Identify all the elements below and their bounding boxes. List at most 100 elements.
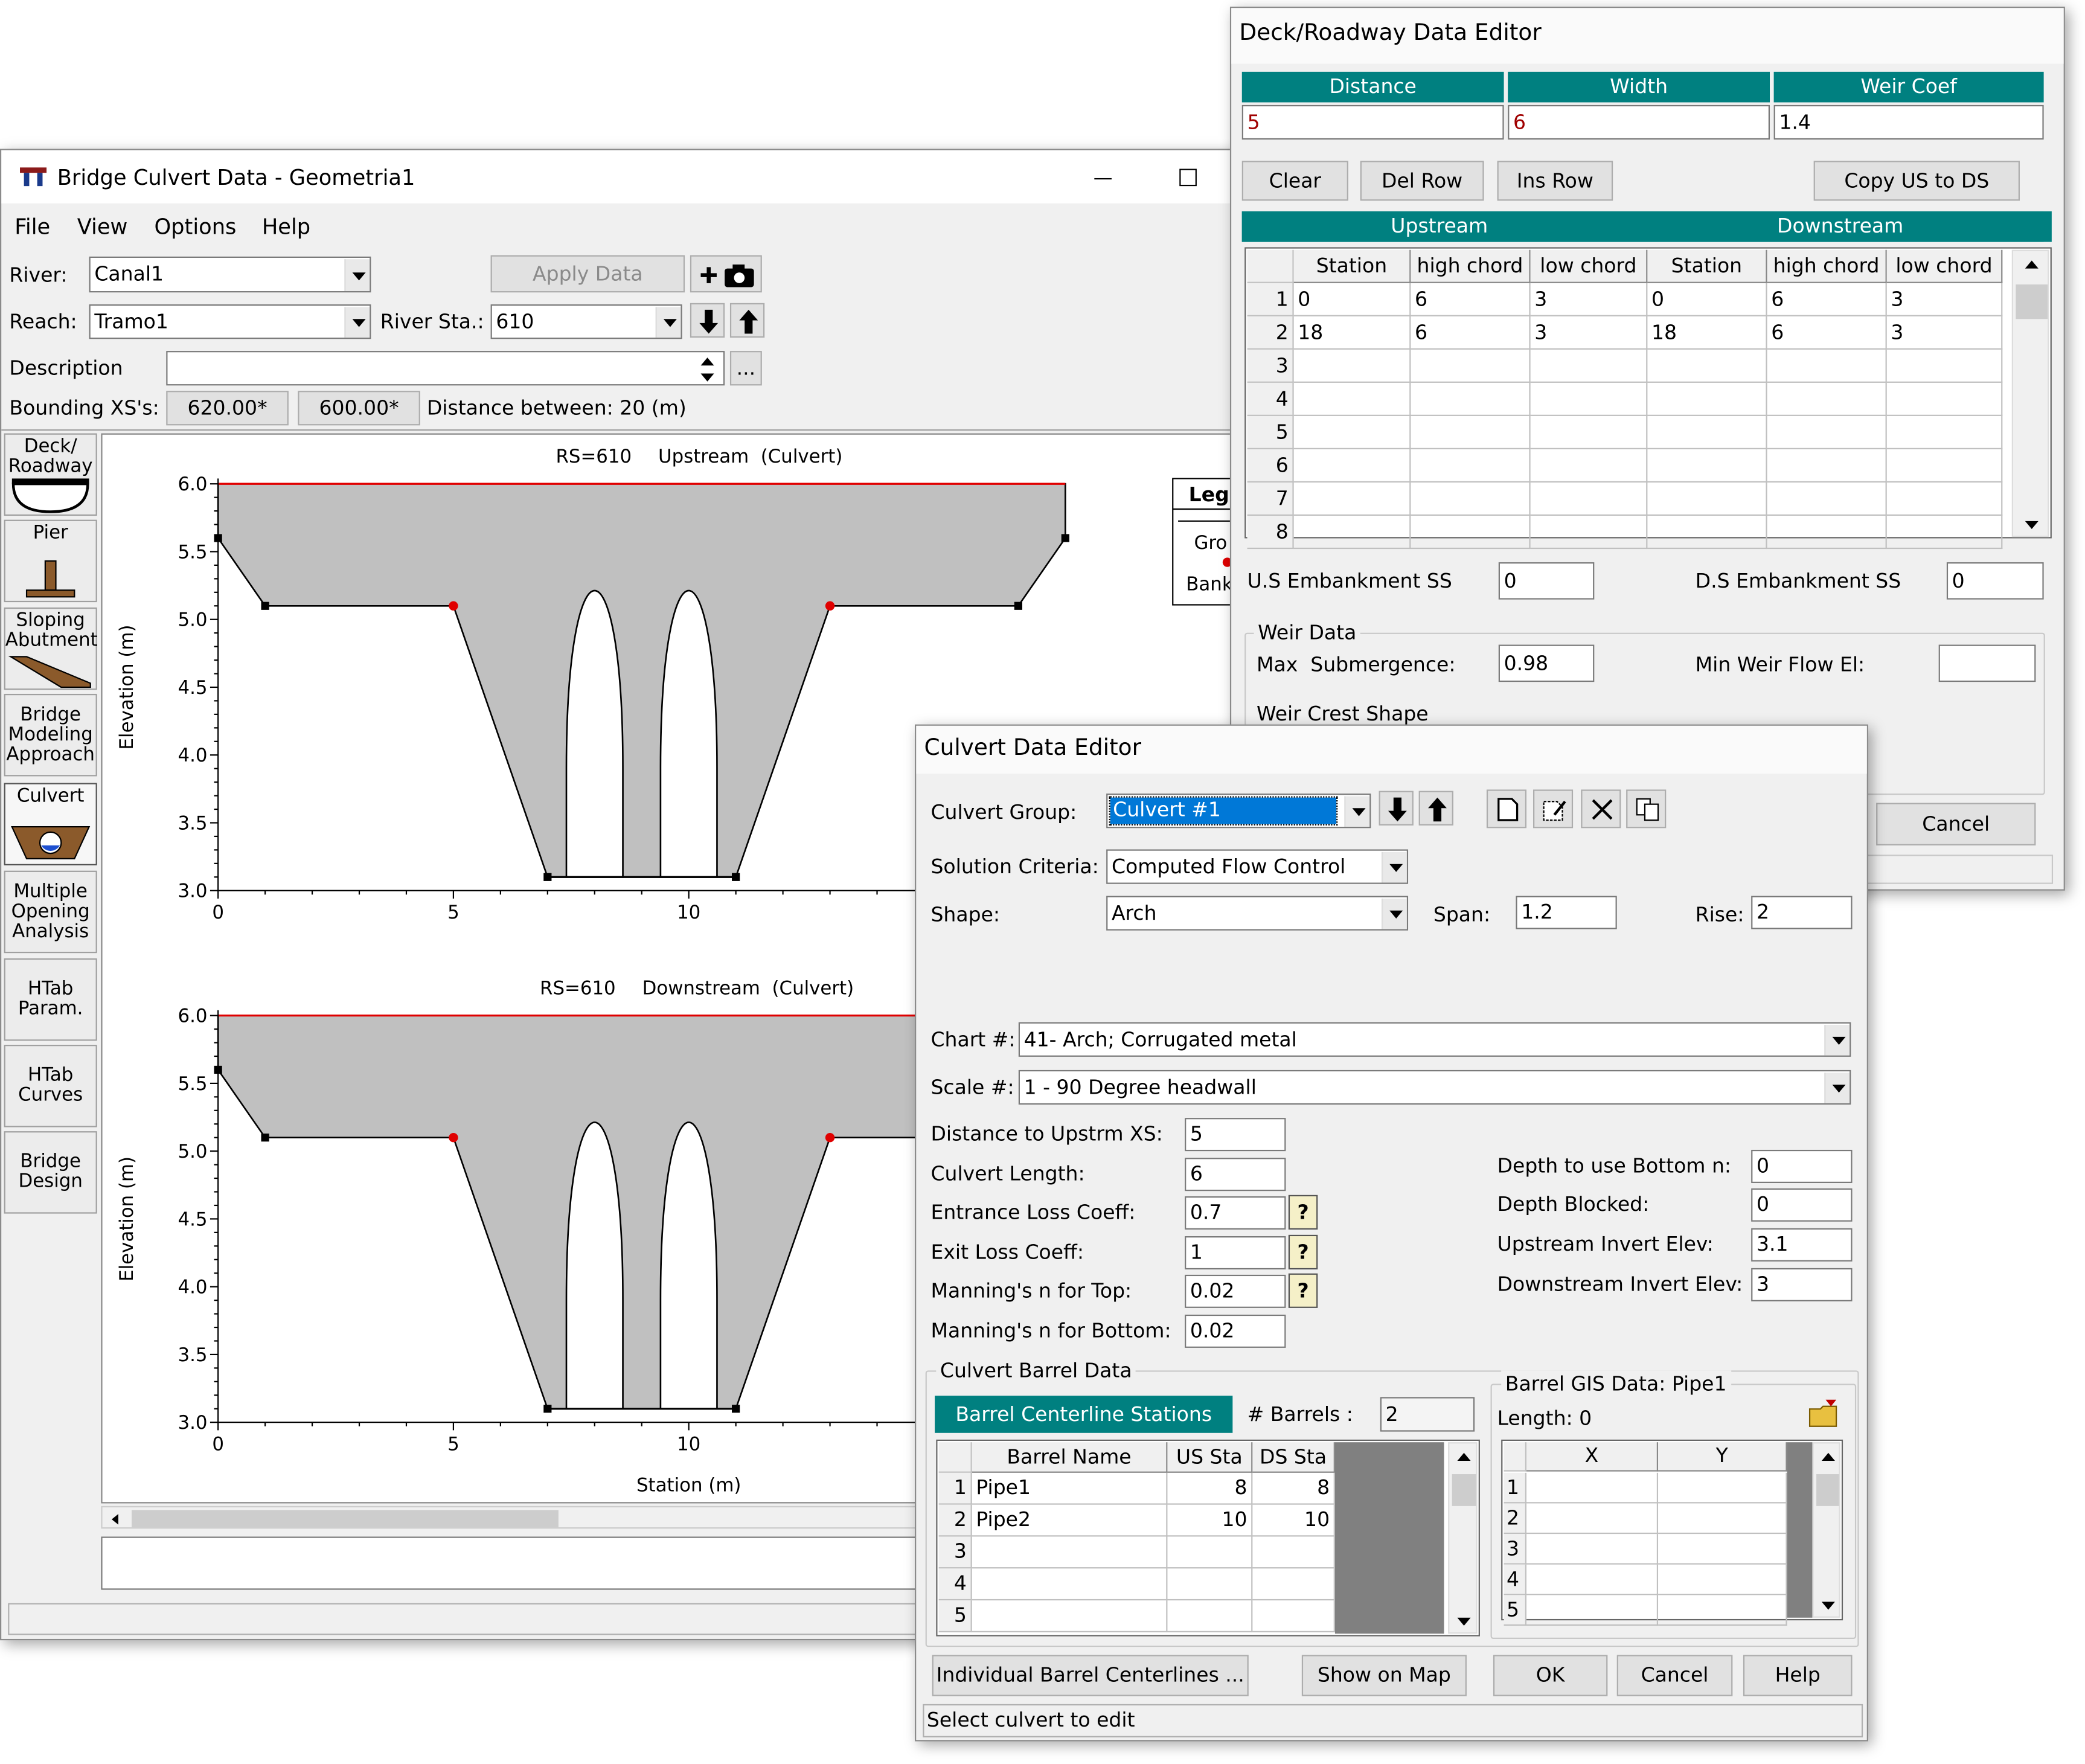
culvert-group-selection[interactable]: Culvert #1	[1109, 796, 1338, 826]
dropdown-button[interactable]	[655, 307, 681, 338]
field-box[interactable]: 3.1	[1751, 1228, 1853, 1262]
table-cell	[1411, 382, 1531, 416]
toolbar-button[interactable]	[1486, 789, 1527, 829]
field-box[interactable]: 0.02	[1185, 1314, 1286, 1348]
deck-button[interactable]: Del Row	[1360, 161, 1484, 201]
tool-button[interactable]: HTab Curves	[4, 1045, 97, 1127]
table-cell: 6	[1767, 316, 1887, 350]
tool-button[interactable]: Sloping Abutment	[4, 607, 98, 690]
up-button[interactable]	[1418, 791, 1453, 826]
tool-button[interactable]: Bridge Modeling Approach	[4, 693, 97, 777]
scroll-down[interactable]	[1814, 1592, 1842, 1619]
folder	[1808, 1405, 1837, 1427]
centerline-button[interactable]: Barrel Centerline Stations	[935, 1396, 1233, 1433]
reach-combo[interactable]: Tramo1	[89, 304, 371, 339]
bounding-upstream-button[interactable]: 620.00*	[166, 391, 289, 426]
table-cell	[1647, 349, 1767, 383]
field-label: Downstream Invert Elev:	[1497, 1272, 1743, 1297]
scroll-thumb[interactable]	[2016, 284, 2048, 319]
solution-combo[interactable]: Computed Flow Control	[1106, 849, 1409, 884]
chart-combo[interactable]: 41- Arch; Corrugated metal	[1018, 1022, 1851, 1057]
tool-button[interactable]: Culvert	[4, 783, 97, 865]
dropdown-button[interactable]	[1381, 852, 1407, 883]
us-embankment-box[interactable]: 0	[1498, 562, 1595, 600]
menu-item[interactable]: File	[14, 214, 51, 240]
menu-item[interactable]: Help	[261, 214, 311, 240]
cancel-button[interactable]: Cancel	[1876, 803, 2036, 845]
icon-pier	[37, 173, 43, 187]
apply-data-button[interactable]: Apply Data	[490, 255, 685, 293]
tool-button[interactable]: HTab Param.	[4, 958, 97, 1041]
up-button[interactable]	[729, 303, 765, 338]
dropdown-button[interactable]	[1381, 898, 1407, 929]
dropdown-button[interactable]	[1344, 796, 1370, 827]
scroll-thumb[interactable]	[1816, 1474, 1839, 1506]
help-button[interactable]: ?	[1288, 1273, 1318, 1308]
table-cell	[1530, 516, 1648, 550]
dropdown-button[interactable]	[344, 307, 370, 338]
dropdown-button[interactable]	[344, 259, 370, 292]
down-button[interactable]	[1379, 791, 1414, 826]
down-button[interactable]	[690, 303, 725, 338]
dialog-button[interactable]: Help	[1743, 1655, 1853, 1696]
description-box[interactable]	[166, 351, 725, 386]
field-box[interactable]: 1	[1185, 1236, 1286, 1270]
dialog-button[interactable]: Show on Map	[1301, 1655, 1467, 1696]
scroll-up[interactable]	[2013, 251, 2051, 278]
tool-button[interactable]: Multiple Opening Analysis	[4, 870, 97, 954]
river-combo[interactable]: Canal1	[89, 256, 371, 293]
maximize-button[interactable]	[1179, 168, 1197, 187]
max-submergence-box[interactable]: 0.98	[1498, 644, 1595, 682]
scroll-down[interactable]	[1449, 1608, 1478, 1635]
river-sta-combo[interactable]: 610	[490, 304, 682, 339]
scroll-up[interactable]	[1449, 1443, 1478, 1470]
rise-box[interactable]: 2	[1751, 896, 1853, 929]
ds-embankment-box[interactable]: 0	[1946, 562, 2044, 600]
tool-button[interactable]: Bridge Design	[4, 1131, 97, 1214]
deck-value-box[interactable]: 1.4	[1773, 104, 2044, 140]
dialog-button[interactable]: Cancel	[1616, 1655, 1733, 1696]
deck-button[interactable]: Ins Row	[1497, 161, 1613, 201]
deck-value-box[interactable]: 5	[1241, 104, 1504, 140]
dropdown-button[interactable]	[1824, 1073, 1850, 1103]
scroll-down[interactable]	[2013, 512, 2051, 538]
toolbar-button[interactable]	[1533, 789, 1574, 829]
table-cell	[1530, 449, 1648, 483]
dropdown-button[interactable]	[1824, 1025, 1850, 1056]
dialog-button[interactable]: Individual Barrel Centerlines ...	[932, 1655, 1249, 1696]
camera-lens	[734, 272, 745, 283]
browse-button[interactable]: ...	[729, 351, 762, 386]
max-submergence-label: Max Submergence:	[1256, 652, 1456, 677]
tool-button[interactable]: Deck/ Roadway	[4, 433, 97, 516]
scroll-thumb[interactable]	[1452, 1474, 1476, 1506]
add-photo-button[interactable]	[690, 255, 762, 293]
toolbar-button[interactable]	[1581, 789, 1621, 829]
min-weir-flow-box[interactable]	[1938, 644, 2036, 682]
scroll-up[interactable]	[1814, 1443, 1842, 1470]
deck-value-box[interactable]: 6	[1508, 104, 1770, 140]
menu-item[interactable]: View	[77, 214, 128, 240]
field-box[interactable]: 0.02	[1185, 1274, 1286, 1308]
tool-button[interactable]: Pier	[4, 519, 97, 603]
field-box[interactable]: 3	[1751, 1268, 1853, 1301]
barrels-box[interactable]: 2	[1380, 1397, 1475, 1432]
scale-combo[interactable]: 1 - 90 Degree headwall	[1018, 1070, 1851, 1105]
deck-button[interactable]: Clear	[1241, 161, 1348, 201]
field-box[interactable]: 0	[1751, 1149, 1853, 1183]
scroll-thumb[interactable]	[132, 1510, 559, 1528]
field-box[interactable]: 0	[1751, 1188, 1853, 1222]
dialog-button[interactable]: OK	[1493, 1655, 1608, 1696]
help-button[interactable]: ?	[1288, 1234, 1318, 1270]
bounding-downstream-button[interactable]: 600.00*	[298, 391, 420, 426]
field-box[interactable]: 6	[1185, 1158, 1286, 1192]
deck-button[interactable]: Copy US to DS	[1813, 161, 2020, 201]
menu-item[interactable]: Options	[154, 214, 237, 240]
ds-embankment-label: D.S Embankment SS	[1695, 569, 1901, 593]
field-box[interactable]: 0.7	[1185, 1196, 1286, 1230]
help-button[interactable]: ?	[1288, 1195, 1318, 1230]
toolbar-button[interactable]	[1626, 789, 1667, 829]
field-box[interactable]: 5	[1185, 1118, 1286, 1152]
shape-combo[interactable]: Arch	[1106, 896, 1409, 931]
span-box[interactable]: 1.2	[1516, 896, 1617, 929]
minimize-button[interactable]	[1094, 178, 1112, 180]
